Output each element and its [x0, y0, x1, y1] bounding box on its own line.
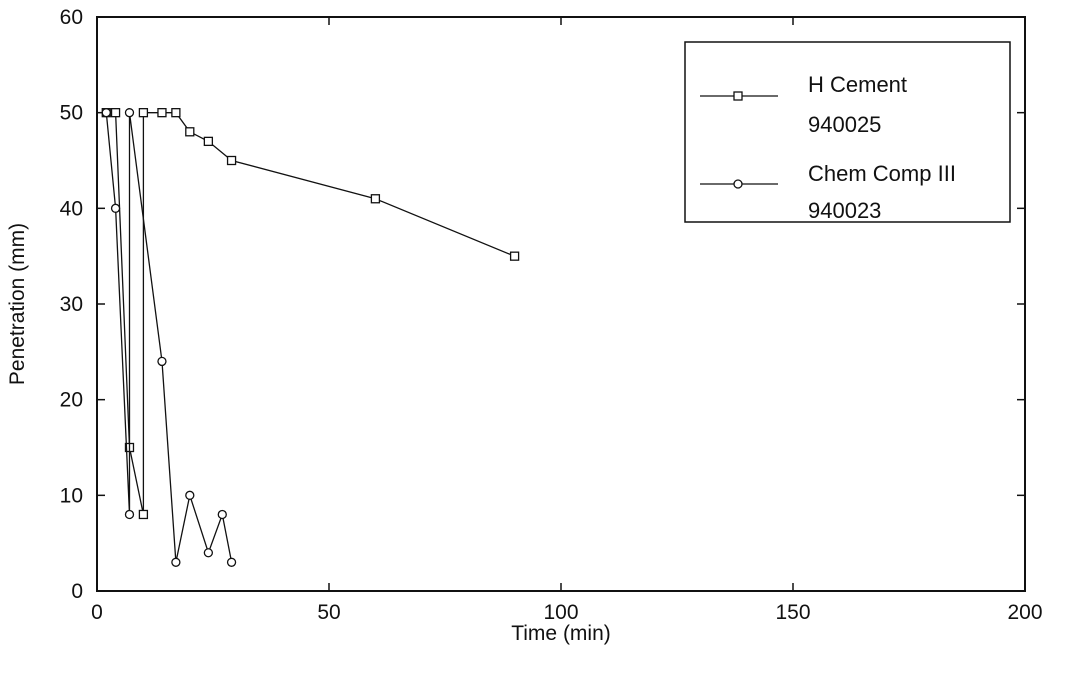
y-tick-label: 10	[60, 484, 83, 507]
legend-marker-h-cement	[733, 91, 743, 101]
series-line-chem-comp-iii	[105, 112, 233, 563]
legend-label-h-cement-id: 940025	[808, 112, 881, 137]
series-line-h-cement	[106, 112, 515, 515]
data-point-h-cement	[185, 127, 195, 137]
data-point-h-cement	[157, 108, 167, 118]
data-point-chem-comp-iii	[110, 203, 121, 213]
data-point-h-cement	[138, 108, 149, 118]
x-tick-label: 50	[317, 601, 340, 624]
data-point-chem-comp-iii	[124, 108, 135, 118]
data-point-h-cement	[370, 194, 381, 204]
data-point-chem-comp-iii	[101, 108, 111, 118]
x-axis-title: Time (min)	[511, 622, 611, 645]
legend: H Cement 940025 Chem Comp III 940023	[684, 41, 1011, 223]
data-point-h-cement	[509, 251, 520, 261]
data-point-h-cement	[203, 136, 214, 147]
y-axis-title: Penetration (mm)	[6, 223, 29, 385]
legend-label-chem-comp: Chem Comp III	[808, 161, 956, 186]
data-point-chem-comp-iii	[226, 557, 237, 567]
legend-marker-chem-comp	[733, 179, 743, 189]
data-point-chem-comp-iii	[203, 548, 214, 558]
data-point-chem-comp-iii	[185, 490, 195, 500]
data-point-chem-comp-iii	[171, 557, 181, 567]
y-tick-label: 60	[60, 6, 83, 29]
x-tick-label: 100	[543, 601, 578, 624]
legend-label-chem-comp-id: 940023	[808, 198, 881, 223]
x-tick-label: 0	[91, 601, 103, 624]
y-tick-label: 30	[60, 293, 83, 316]
y-tick-label: 20	[60, 389, 83, 412]
data-point-h-cement	[110, 108, 121, 118]
data-point-chem-comp-iii	[124, 509, 135, 520]
data-point-chem-comp-iii	[157, 356, 167, 367]
y-tick-label: 0	[71, 580, 83, 603]
legend-box	[684, 41, 1011, 223]
x-tick-label: 200	[1007, 601, 1042, 624]
data-point-h-cement	[138, 509, 149, 520]
x-tick-label: 150	[775, 601, 810, 624]
data-point-h-cement	[226, 155, 237, 166]
legend-label-h-cement: H Cement	[808, 72, 907, 97]
y-tick-label: 50	[60, 102, 83, 125]
axis-ticks: 0 50 100 150 200 0 10 20 30 40 50 60	[60, 6, 1043, 624]
y-tick-label: 40	[60, 197, 83, 220]
data-point-h-cement	[171, 108, 181, 118]
series-layer	[101, 108, 520, 567]
data-point-chem-comp-iii	[217, 509, 227, 520]
